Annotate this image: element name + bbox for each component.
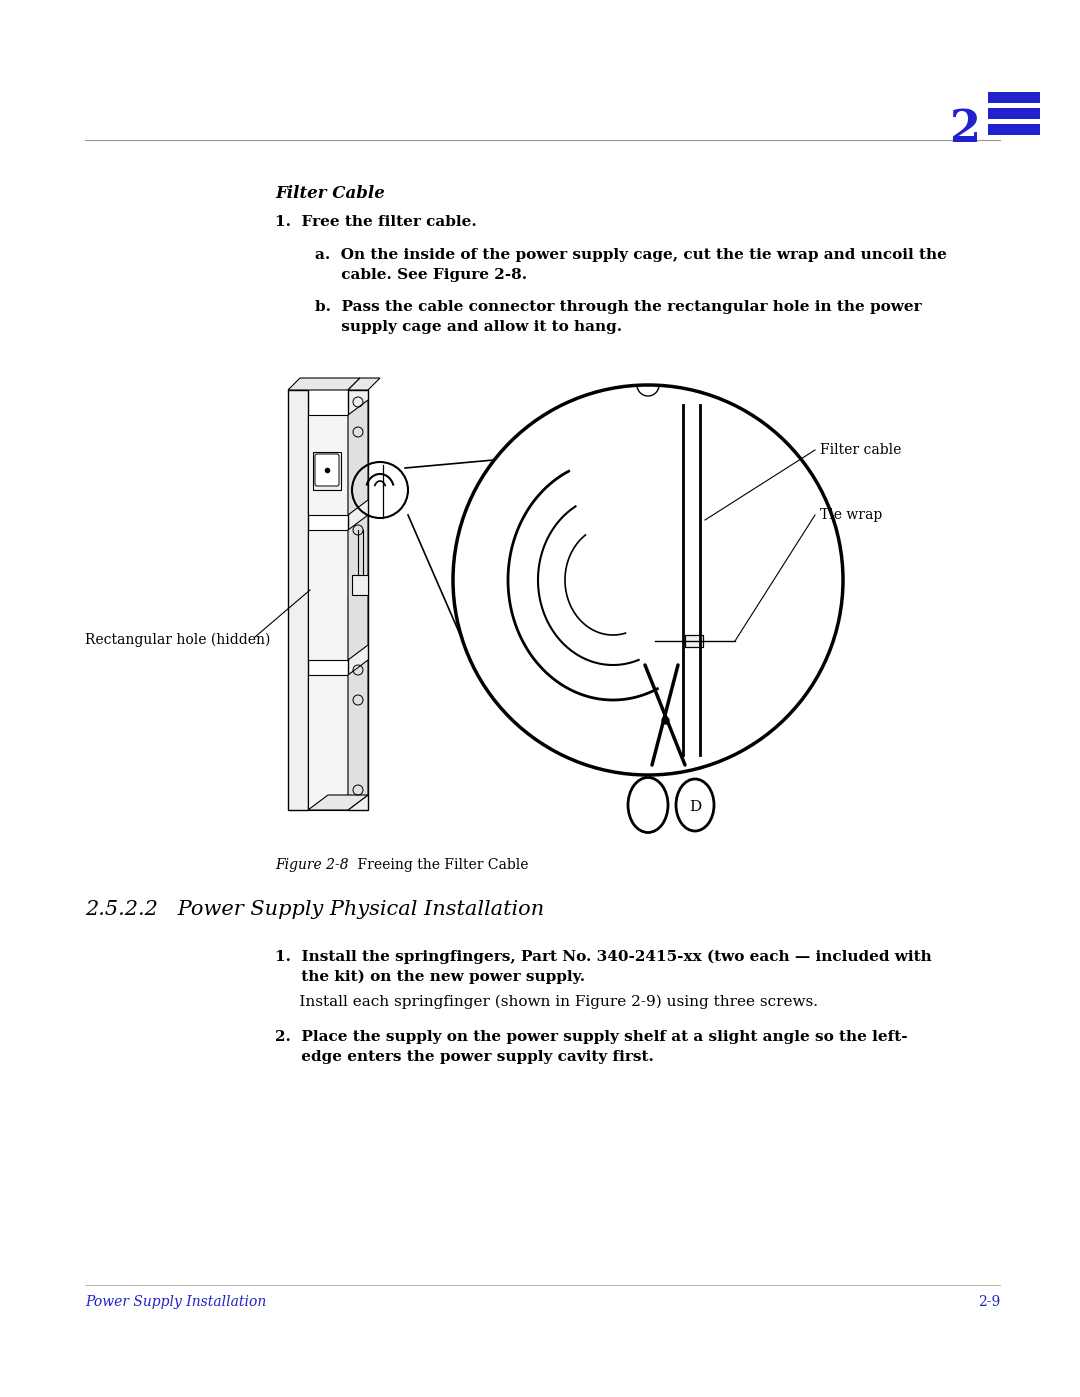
Text: Power Supply Installation: Power Supply Installation xyxy=(85,1295,267,1309)
Polygon shape xyxy=(352,576,368,595)
Polygon shape xyxy=(348,515,368,659)
Text: Tie wrap: Tie wrap xyxy=(820,509,882,522)
Ellipse shape xyxy=(681,785,708,826)
Text: edge enters the power supply cavity first.: edge enters the power supply cavity firs… xyxy=(275,1051,653,1065)
Polygon shape xyxy=(348,379,380,390)
FancyBboxPatch shape xyxy=(988,92,1040,103)
Ellipse shape xyxy=(633,782,663,827)
Text: Figure 2-8: Figure 2-8 xyxy=(275,858,349,872)
FancyBboxPatch shape xyxy=(988,108,1040,119)
Text: Filter Cable: Filter Cable xyxy=(275,184,384,203)
Polygon shape xyxy=(348,659,368,810)
FancyBboxPatch shape xyxy=(315,454,339,486)
Polygon shape xyxy=(308,675,348,810)
Polygon shape xyxy=(308,529,348,659)
Text: b.  Pass the cable connector through the rectangular hole in the power: b. Pass the cable connector through the … xyxy=(315,300,921,314)
FancyBboxPatch shape xyxy=(685,636,703,647)
Polygon shape xyxy=(288,379,360,390)
FancyBboxPatch shape xyxy=(313,453,341,490)
Text: D: D xyxy=(689,800,701,814)
Text: the kit) on the new power supply.: the kit) on the new power supply. xyxy=(275,970,585,985)
Text: 1.  Install the springfingers, Part No. 340-2415-xx (two each — included with: 1. Install the springfingers, Part No. 3… xyxy=(275,950,932,964)
Text: supply cage and allow it to hang.: supply cage and allow it to hang. xyxy=(315,320,622,334)
Text: Filter cable: Filter cable xyxy=(820,443,902,457)
Text: a.  On the inside of the power supply cage, cut the tie wrap and uncoil the: a. On the inside of the power supply cag… xyxy=(315,249,947,263)
Text: 2-9: 2-9 xyxy=(977,1295,1000,1309)
Text: 2.5.2.2   Power Supply Physical Installation: 2.5.2.2 Power Supply Physical Installati… xyxy=(85,900,544,919)
Text: Install each springfinger (shown in Figure 2-9) using three screws.: Install each springfinger (shown in Figu… xyxy=(275,995,818,1010)
Polygon shape xyxy=(308,415,348,515)
Text: Freeing the Filter Cable: Freeing the Filter Cable xyxy=(340,858,528,872)
Text: 1.  Free the filter cable.: 1. Free the filter cable. xyxy=(275,215,476,229)
Text: cable. See Figure 2-8.: cable. See Figure 2-8. xyxy=(315,268,527,282)
Text: 2: 2 xyxy=(949,108,980,151)
Text: Rectangular hole (hidden): Rectangular hole (hidden) xyxy=(85,633,270,647)
Polygon shape xyxy=(348,400,368,515)
Polygon shape xyxy=(348,390,368,810)
Polygon shape xyxy=(288,390,308,810)
Text: 2.  Place the supply on the power supply shelf at a slight angle so the left-: 2. Place the supply on the power supply … xyxy=(275,1030,907,1044)
Polygon shape xyxy=(308,795,368,810)
FancyBboxPatch shape xyxy=(988,124,1040,136)
